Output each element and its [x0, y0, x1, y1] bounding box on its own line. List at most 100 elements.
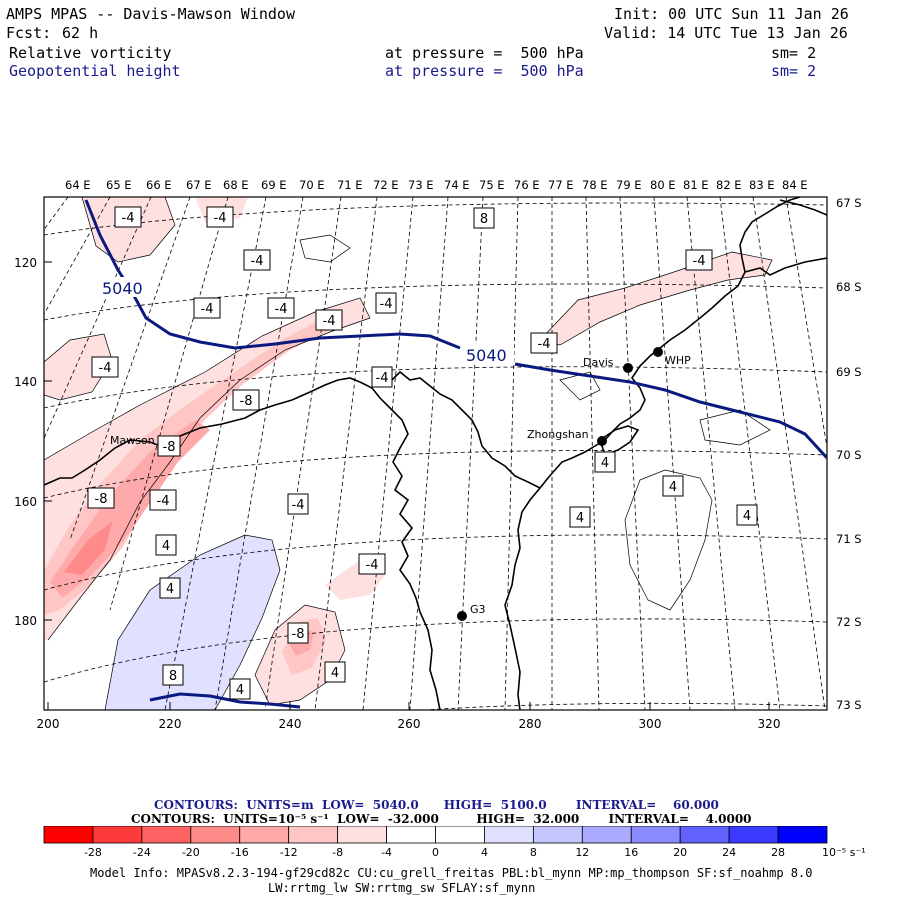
colorbar-swatch	[43, 826, 94, 844]
x-tick-label: 220	[159, 717, 182, 731]
lon-label: 68 E	[223, 178, 249, 192]
colorbar-tick-label: 16	[624, 846, 638, 859]
lat-label: 70 S	[836, 448, 862, 462]
x-tick-label: 320	[758, 717, 781, 731]
colorbar-tick-label: 28	[771, 846, 785, 859]
height-labels: 5040 5040	[100, 277, 514, 365]
x-tick-label: 240	[279, 717, 302, 731]
height-contour-caption: CONTOURS: UNITS=m LOW= 5040.0 HIGH= 5100…	[154, 798, 719, 812]
lon-label: 73 E	[408, 178, 434, 192]
lon-label: 84 E	[782, 178, 808, 192]
colorbar-swatch	[435, 826, 485, 844]
colorbar-swatch	[337, 826, 387, 844]
lat-label: 72 S	[836, 615, 862, 629]
lon-label: 64 E	[65, 178, 91, 192]
colorbar-swatch	[630, 826, 681, 844]
lon-label: 66 E	[146, 178, 172, 192]
colorbar-swatch	[728, 826, 779, 844]
colorbar-swatch	[484, 826, 534, 844]
vort-label: -4	[122, 211, 135, 226]
station-label: Zhongshan	[527, 428, 589, 441]
vort-label: 4	[236, 683, 244, 698]
field2-smoothing: sm= 2	[771, 62, 817, 80]
y-axis-ticks: 120 140 160 180	[14, 256, 37, 628]
colorbar-tick-label: -4	[381, 846, 392, 859]
graticule	[44, 197, 827, 710]
vort-label: -8	[95, 492, 108, 507]
lon-label: 76 E	[514, 178, 540, 192]
lon-label: 78 E	[582, 178, 608, 192]
colorbar-tick-label: -20	[182, 846, 200, 859]
lat-label: 73 S	[836, 698, 862, 712]
x-tick-label: 280	[519, 717, 542, 731]
lat-label: 69 S	[836, 365, 862, 379]
colorbar-swatch	[92, 826, 143, 844]
lat-label: 71 S	[836, 532, 862, 546]
station-marker-davis	[623, 363, 633, 373]
vort-label: 4	[166, 582, 174, 597]
x-tick-label: 300	[639, 717, 662, 731]
colorbar-tick-label: -12	[280, 846, 298, 859]
vorticity-contour-caption: CONTOURS: UNITS=10⁻⁵ s⁻¹ LOW= -32.000 HI…	[131, 812, 752, 826]
colorbar-swatch	[141, 826, 192, 844]
colorbar-tick-label: -16	[231, 846, 249, 859]
color-bar: -28 -24 -20 -16 -12 -8 -4 0 4 8 12 16 20 24 28 10⁻⁵ s⁻…	[43, 826, 866, 859]
vort-label: 4	[162, 539, 170, 554]
y-tick-label: 140	[14, 375, 37, 389]
valid-time: Valid: 14 UTC Tue 13 Jan 26	[604, 24, 848, 42]
colorbar-swatch	[288, 826, 339, 844]
vort-label: -4	[99, 361, 112, 376]
lon-label: 77 E	[548, 178, 574, 192]
vort-label: -4	[323, 314, 336, 329]
x-axis-ticks: 200 220 240 260 280 300 320	[37, 717, 781, 731]
vort-label: 4	[576, 511, 584, 526]
vort-label: 4	[743, 509, 751, 524]
station-marker-g3	[457, 611, 467, 621]
field1-smoothing: sm= 2	[771, 44, 817, 62]
y-tick-label: 120	[14, 256, 37, 270]
lat-label: 68 S	[836, 280, 862, 294]
lon-label: 81 E	[683, 178, 709, 192]
colorbar-tick-label: 12	[575, 846, 589, 859]
colorbar-swatch	[532, 826, 583, 844]
vort-label: -8	[240, 394, 253, 409]
vort-label: -4	[251, 254, 264, 269]
colorbar-swatch	[581, 826, 632, 844]
colorbar-swatch	[386, 826, 436, 844]
colorbar-swatch	[190, 826, 241, 844]
y-tick-label: 180	[14, 614, 37, 628]
field2-level: at pressure = 500 hPa	[385, 62, 584, 80]
coastline	[44, 197, 827, 710]
x-tick-label: 200	[37, 717, 60, 731]
forecast-hour: 62 h	[62, 24, 99, 42]
colorbar-tick-label: -8	[332, 846, 343, 859]
colorbar-tick-label: -24	[133, 846, 151, 859]
vort-label: 8	[169, 669, 177, 684]
height-label: 5040	[466, 346, 507, 365]
vort-label: 4	[601, 456, 609, 471]
colorbar-swatch	[777, 826, 828, 844]
colorbar-swatch	[239, 826, 290, 844]
station-marker-whp	[653, 347, 663, 357]
colorbar-tick-label: -28	[84, 846, 102, 859]
vort-label: -4	[292, 498, 305, 513]
vort-label: -4	[157, 494, 170, 509]
vort-label: 4	[669, 480, 677, 495]
lon-label: 75 E	[479, 178, 505, 192]
vort-label: -4	[214, 211, 227, 226]
lon-label: 82 E	[716, 178, 742, 192]
station-label: Mawson	[110, 434, 155, 447]
station-label: G3	[470, 603, 486, 616]
vort-label: -8	[292, 627, 305, 642]
field2-name: Geopotential height	[9, 62, 181, 80]
init-time: Init: 00 UTC Sun 11 Jan 26	[614, 5, 849, 23]
height-contours	[84, 199, 827, 709]
vort-label: -4	[275, 302, 288, 317]
lon-label: 79 E	[616, 178, 642, 192]
colorbar-tick-label: 4	[481, 846, 488, 859]
colorbar-swatch	[679, 826, 730, 844]
colorbar-tick-label: 20	[673, 846, 687, 859]
x-tick-label: 260	[398, 717, 421, 731]
station-label: Davis	[583, 356, 614, 369]
lon-label: 80 E	[650, 178, 676, 192]
